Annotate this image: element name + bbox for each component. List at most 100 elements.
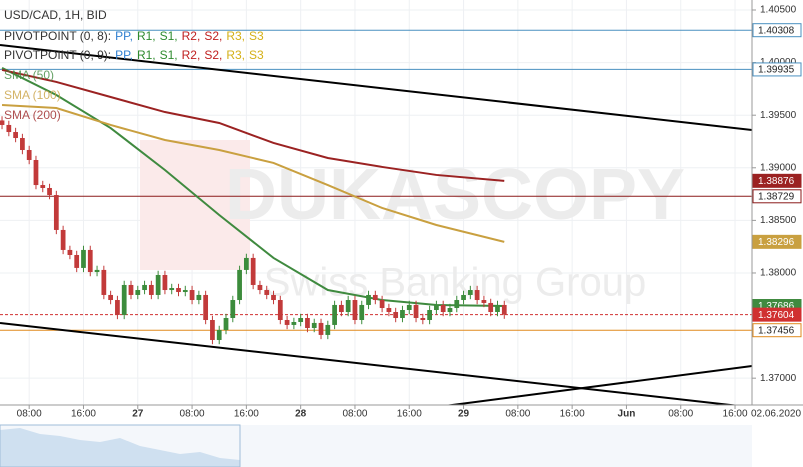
pivot-label: PIVOTPOINT (0, 9): — [4, 48, 111, 62]
candle-body — [427, 310, 432, 321]
x-tick-label: Jun — [618, 409, 636, 420]
watermark: DUKASCOPY — [225, 155, 685, 235]
candle-body — [169, 288, 175, 291]
navigator-window — [0, 424, 241, 467]
value-label: 1.37456 — [758, 325, 795, 336]
candle-body — [386, 308, 392, 313]
candle-body — [413, 304, 419, 319]
value-box — [752, 234, 802, 249]
candle-body — [501, 304, 507, 315]
value-box — [752, 62, 802, 77]
candle-body — [128, 284, 134, 295]
y-tick-label: 1.40500 — [760, 5, 797, 16]
candle-body — [237, 269, 242, 301]
candle-body — [434, 304, 439, 311]
candle-body — [20, 138, 25, 151]
legend-entry: SMA (100) — [4, 88, 61, 102]
value-label: 1.40308 — [758, 25, 795, 36]
value-label: 1.38296 — [758, 237, 795, 248]
candle-body — [210, 320, 215, 340]
candle-body — [447, 308, 453, 313]
candle-body — [67, 249, 73, 255]
candle-body — [298, 318, 304, 323]
x-tick-label: 08:00 — [17, 409, 42, 420]
x-tick-label: 16:00 — [397, 409, 422, 420]
candle-body — [6, 124, 12, 133]
candle-body — [87, 249, 93, 273]
pivot-legend: PIVOTPOINT (0, 8): PP, R1, S1, R2, S2, R3, S3 — [4, 29, 264, 43]
candle-body — [60, 229, 66, 250]
candle-body — [400, 310, 405, 319]
legend-entry: SMA (200) — [4, 108, 61, 122]
watermark: Swiss Banking Group — [264, 261, 646, 305]
candle-body — [284, 320, 290, 325]
value-label: 1.37686 — [758, 301, 795, 312]
y-tick-label: 1.39500 — [760, 110, 797, 121]
candle-body — [454, 300, 460, 309]
trendline — [0, 44, 752, 132]
candle-body — [47, 187, 52, 196]
value-box — [752, 323, 802, 338]
candle-body — [203, 294, 209, 321]
candle-body — [366, 294, 371, 305]
candle-body — [53, 195, 59, 230]
value-box — [752, 173, 802, 188]
candle-body — [230, 300, 236, 319]
candle-body — [223, 318, 229, 330]
candle-body — [243, 257, 249, 270]
candle-body — [13, 132, 18, 139]
candle-body — [40, 185, 46, 188]
candle-body — [182, 290, 188, 293]
candle-body — [162, 274, 168, 291]
candle-body — [271, 294, 276, 301]
x-tick-label: 16:00 — [560, 409, 585, 420]
pivot-item: R2, — [182, 29, 201, 43]
y-tick-label: 1.39000 — [760, 162, 797, 173]
pivot-item: R3, — [226, 29, 245, 43]
candle-body — [325, 324, 331, 335]
candle-body — [101, 269, 107, 295]
candle-body — [305, 318, 310, 328]
x-tick-label: 29 — [458, 409, 470, 420]
x-tick-label: 08:00 — [180, 409, 205, 420]
candle-body — [440, 304, 446, 313]
candle-body — [176, 288, 181, 293]
pivot-item: R1, — [137, 48, 156, 62]
candle-body — [311, 322, 317, 328]
value-box — [752, 23, 802, 38]
candle-body — [345, 300, 351, 313]
candle-body — [372, 294, 378, 301]
pivot-item: S2, — [204, 29, 222, 43]
candle-body — [74, 254, 80, 268]
candle-body — [359, 304, 365, 321]
y-tick-label: 1.38500 — [760, 215, 797, 226]
candle-body — [474, 290, 480, 301]
x-tick-label: 28 — [295, 409, 307, 420]
value-box — [752, 189, 802, 204]
pivot-legend: PIVOTPOINT (0, 9): PP, R1, S1, R2, S2, R3, S3 — [4, 48, 264, 62]
date-label: 02.06.2020 — [751, 409, 801, 420]
x-tick-label: 27 — [132, 409, 144, 420]
sma-line — [1, 103, 505, 243]
candle-body — [26, 150, 32, 161]
candle-body — [277, 300, 283, 321]
pivot-item: S1, — [160, 29, 178, 43]
watermark-logo — [140, 140, 250, 270]
candle-body — [135, 290, 141, 295]
x-tick-label: 16:00 — [723, 409, 748, 420]
candle-body — [189, 290, 195, 301]
candle-body — [148, 284, 154, 295]
candle-body — [461, 294, 466, 301]
plot-area: DUKASCOPY Swiss Banking Group — [0, 0, 752, 405]
candle-body — [0, 120, 5, 125]
candle-body — [216, 329, 222, 340]
candle-body — [108, 294, 114, 301]
trendline — [0, 321, 740, 405]
pivot-item: PP, — [115, 29, 133, 43]
y-tick-label: 1.38000 — [760, 268, 797, 279]
pivot-item: S1, — [160, 48, 178, 62]
value-label: 1.37604 — [758, 310, 795, 321]
candle-body — [257, 284, 263, 291]
